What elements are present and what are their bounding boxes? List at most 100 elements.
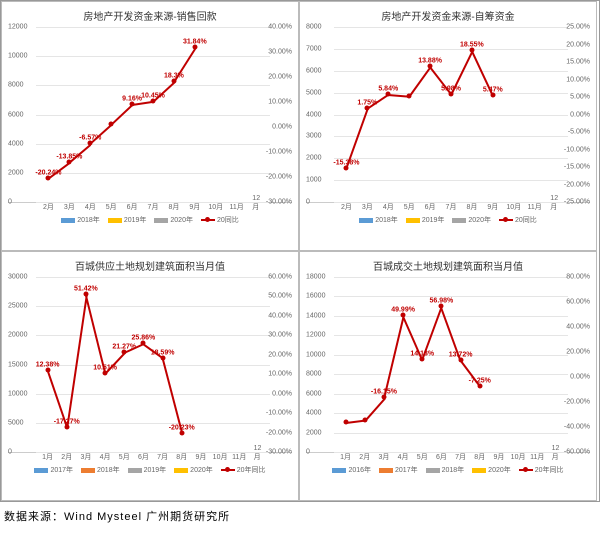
y-right-tick: 10.00% [268,99,292,106]
y-left-tick: 0 [306,199,310,206]
legend-item: 2018年 [61,215,100,225]
y-right-tick: -40.00% [564,424,590,431]
legend-item: 2020年 [154,215,193,225]
y-right-tick: 50.00% [268,293,292,300]
y-left-tick: 20000 [8,332,27,339]
legend-item: 20同比 [499,215,537,225]
y-left-tick: 5000 [306,89,322,96]
y-left-tick: 4000 [8,140,24,147]
y-left-tick: 4000 [306,111,322,118]
legend-item: 2020年 [452,215,491,225]
point-label: 21.27% [112,344,136,351]
y-right-tick: -10.00% [266,410,292,417]
y-right-tick: 15.00% [566,59,590,66]
y-right-tick: 5.00% [570,94,590,101]
point-label: 56.98% [430,297,454,304]
y-left-tick: 18000 [306,274,325,281]
x-tick: 6月 [436,452,447,462]
point-label: -13.85% [56,153,82,160]
y-left-tick: 0 [8,199,12,206]
panel-2: 百城供应土地规划建筑面积当月值0500010000150002000025000… [1,251,299,501]
y-left-tick: 2000 [8,169,24,176]
y-left-tick: 8000 [306,24,322,31]
x-tick: 11月 [229,202,243,212]
x-tick: 10月 [213,452,228,462]
x-tick: 1月 [42,452,53,462]
panel-3: 百城成交土地规划建筑面积当月值0200040006000800010000120… [299,251,597,501]
x-tick: 10月 [511,452,526,462]
x-tick: 3月 [378,452,389,462]
y-right-tick: 30.00% [268,332,292,339]
y-left-tick: 3000 [306,133,322,140]
x-tick: 6月 [127,202,138,212]
chart-title: 百城供应土地规划建筑面积当月值 [8,258,292,273]
y-left-tick: 8000 [306,371,322,378]
y-left-tick: 2000 [306,155,322,162]
y-left-tick: 0 [8,449,12,456]
legend-item: 2018年 [359,215,398,225]
x-tick: 7月 [157,452,168,462]
chart-area: 050001000015000200002500030000-30.00%-20… [8,277,292,453]
point-label: 49.99% [391,306,415,313]
y-left-tick: 16000 [306,293,325,300]
y-right-tick: -25.00% [564,199,590,206]
point-label: 1.75% [357,100,377,107]
x-tick: 9月 [189,202,200,212]
legend-item: 2016年 [332,465,371,475]
x-tick: 5月 [106,202,117,212]
x-tick: 5月 [417,452,428,462]
point-label: -7.25% [469,378,491,385]
legend: 2018年 2019年 2020年 20同比 [8,215,292,225]
x-tick: 11月 [527,202,541,212]
x-tick: 8月 [168,202,179,212]
y-right-tick: -20.00% [564,399,590,406]
y-right-tick: 60.00% [268,274,292,281]
x-tick: 8月 [466,202,477,212]
point-label: 5.84% [378,86,398,93]
legend: 2017年2018年2019年2020年20年同比 [8,465,292,475]
legend-item: 2019年 [108,215,147,225]
y-left-tick: 1000 [306,177,322,184]
y-right-tick: -15.00% [564,164,590,171]
y-right-tick: -30.00% [266,449,292,456]
x-tick: 2月 [341,202,352,212]
panel-0: 房地产开发资金来源-销售回款02000400060008000100001200… [1,1,299,251]
x-tick: 6月 [425,202,436,212]
point-label: 10.51% [93,365,117,372]
x-tick: 5月 [119,452,130,462]
panel-1: 房地产开发资金来源-自筹资金01000200030004000500060007… [299,1,597,251]
x-tick: 10月 [208,202,223,212]
y-right-tick: 40.00% [268,24,292,31]
x-tick: 8月 [176,452,187,462]
x-tick: 2月 [43,202,54,212]
y-left-tick: 6000 [306,67,322,74]
legend-item: 2020年 [472,465,511,475]
y-left-tick: 25000 [8,303,27,310]
y-left-tick: 10000 [8,53,27,60]
x-tick: 9月 [195,452,206,462]
x-tick: 7月 [446,202,457,212]
x-tick: 1月 [340,452,351,462]
x-tick: 2月 [61,452,72,462]
y-right-tick: -20.00% [266,429,292,436]
y-right-tick: 80.00% [566,274,590,281]
y-right-tick: 40.00% [268,312,292,319]
line-point [343,419,348,424]
y-left-tick: 6000 [8,111,24,118]
y-right-tick: 10.00% [566,76,590,83]
legend-item: 20同比 [201,215,239,225]
y-right-tick: 10.00% [268,371,292,378]
point-label: 9.16% [122,96,142,103]
x-tick: 4月 [383,202,394,212]
legend-item: 20年同比 [519,465,564,475]
point-label: -17.27% [54,419,80,426]
y-right-tick: 20.00% [566,41,590,48]
x-tick: 11月 [530,452,544,462]
point-label: 13.72% [449,351,473,358]
legend-item: 2019年 [128,465,167,475]
y-left-tick: 2000 [306,429,322,436]
y-left-tick: 5000 [8,419,24,426]
point-label: 51.42% [74,285,98,292]
chart-area: 0200040006000800010000120001400016000180… [306,277,590,453]
legend: 2016年2017年2018年2020年20年同比 [306,465,590,475]
